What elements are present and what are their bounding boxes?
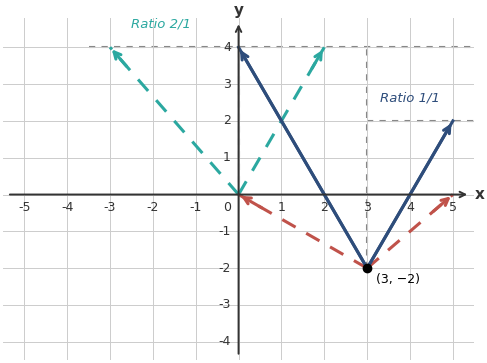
Text: -4: -4 bbox=[219, 335, 231, 348]
Text: 5: 5 bbox=[449, 201, 457, 214]
Text: -3: -3 bbox=[104, 201, 116, 214]
Text: -1: -1 bbox=[189, 201, 202, 214]
Text: 1: 1 bbox=[223, 151, 231, 164]
Text: Ratio 1/1: Ratio 1/1 bbox=[380, 91, 440, 104]
Text: -1: -1 bbox=[219, 225, 231, 238]
Text: x: x bbox=[474, 187, 484, 202]
Text: -3: -3 bbox=[219, 298, 231, 311]
Text: (3, −2): (3, −2) bbox=[376, 273, 420, 286]
Text: -4: -4 bbox=[61, 201, 73, 214]
Text: 3: 3 bbox=[363, 201, 371, 214]
Text: 0: 0 bbox=[223, 201, 231, 214]
Text: -2: -2 bbox=[147, 201, 159, 214]
Text: 3: 3 bbox=[223, 78, 231, 90]
Text: y: y bbox=[234, 3, 244, 18]
Text: 2: 2 bbox=[223, 114, 231, 127]
Text: -2: -2 bbox=[219, 262, 231, 275]
Text: 4: 4 bbox=[406, 201, 414, 214]
Text: -5: -5 bbox=[18, 201, 31, 214]
Text: Ratio 2/1: Ratio 2/1 bbox=[131, 18, 191, 30]
Text: 2: 2 bbox=[320, 201, 328, 214]
Text: 1: 1 bbox=[278, 201, 285, 214]
Text: 4: 4 bbox=[223, 41, 231, 54]
